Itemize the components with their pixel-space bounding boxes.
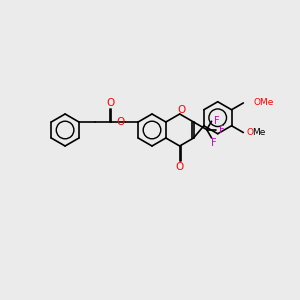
Text: F: F xyxy=(211,138,216,148)
Text: O: O xyxy=(246,128,253,137)
Text: O: O xyxy=(178,105,186,115)
Text: F: F xyxy=(218,124,224,135)
Text: F: F xyxy=(214,116,219,126)
Text: O: O xyxy=(176,162,184,172)
Text: O: O xyxy=(107,98,115,108)
Text: Me: Me xyxy=(252,128,265,137)
Text: O: O xyxy=(116,117,125,127)
Text: OMe: OMe xyxy=(253,98,274,107)
